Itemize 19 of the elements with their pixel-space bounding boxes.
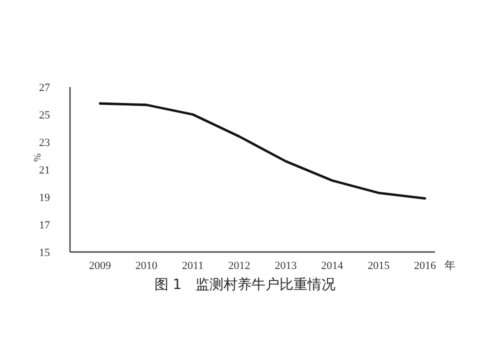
y-tick-label: 21: [39, 164, 50, 176]
y-tick-label: 19: [39, 192, 50, 204]
y-tick-label: 25: [39, 110, 50, 122]
x-tick-label: 2012: [228, 260, 250, 272]
x-tick-label: 2009: [89, 260, 112, 272]
x-tick-label: 2010: [135, 260, 158, 272]
y-tick-label: 17: [39, 220, 50, 232]
x-tick-label: 2015: [368, 260, 390, 272]
y-tick-label: 15: [39, 247, 50, 259]
line-series: [98, 102, 426, 200]
y-axis-title: %: [31, 153, 42, 162]
x-tick-label: 2014: [321, 260, 344, 272]
x-tick-label: 2013: [274, 260, 298, 272]
text: 图 1 监测村养牛户比重情况: [154, 277, 336, 293]
x-tick-label: 2016: [414, 260, 436, 272]
x-axis-title: 年: [444, 259, 456, 272]
y-tick-label: 23: [39, 137, 50, 149]
x-tick-label: 2011: [182, 260, 204, 272]
y-tick-label: 27: [39, 82, 50, 94]
